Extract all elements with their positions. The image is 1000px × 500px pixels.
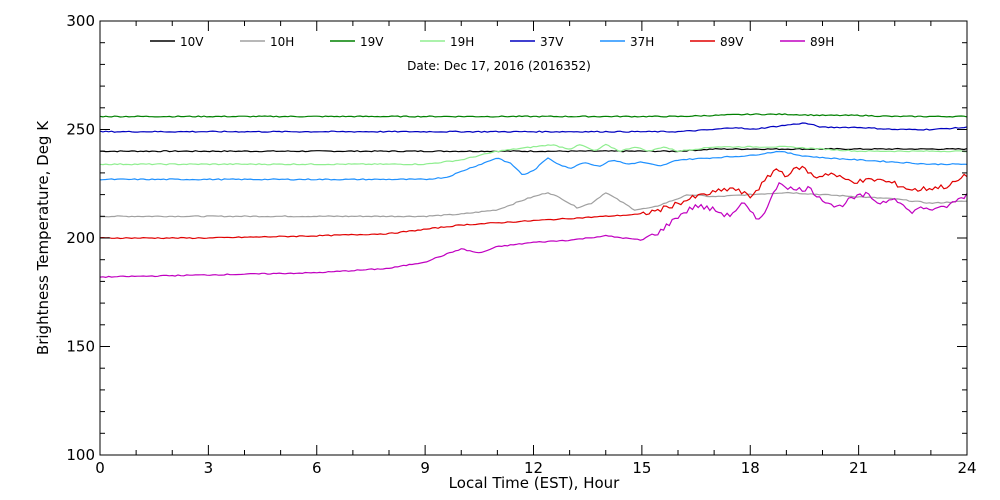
y-axis: 100 150 200 250 300: [66, 12, 967, 464]
series-line-19h: [99, 143, 968, 166]
y-tick-label: 200: [66, 229, 95, 247]
x-tick-label: 24: [957, 459, 976, 477]
x-tick-label: 15: [632, 459, 651, 477]
legend-label-19v: 19V: [360, 35, 384, 49]
series-line-37v: [99, 122, 968, 133]
y-axis-title: Brightness Temperature, Deg K: [34, 120, 52, 355]
y-tick-label: 150: [66, 338, 95, 356]
x-tick-label: 12: [524, 459, 543, 477]
series-line-89h: [99, 181, 968, 279]
y-tick-label: 300: [66, 12, 95, 30]
y-tick-label: 100: [66, 446, 95, 464]
series-line-89v: [99, 165, 968, 240]
legend-label-10v: 10V: [180, 35, 204, 49]
legend-label-37v: 37V: [540, 35, 564, 49]
y-tick-label: 250: [66, 121, 95, 139]
series-line-10h: [99, 191, 968, 218]
legend: 10V 10H 19V 19H 37V 37H 89V 89H: [150, 35, 834, 49]
legend-label-37h: 37H: [630, 35, 654, 49]
chart-subtitle: Date: Dec 17, 2016 (2016352): [407, 59, 591, 73]
x-tick-label: 21: [849, 459, 868, 477]
series-line-10v: [99, 147, 968, 153]
x-tick-label: 0: [95, 459, 105, 477]
series-lines: [99, 113, 968, 279]
legend-label-89v: 89V: [720, 35, 744, 49]
x-tick-label: 3: [204, 459, 214, 477]
series-line-37h: [99, 150, 968, 181]
legend-label-89h: 89H: [810, 35, 834, 49]
legend-label-10h: 10H: [270, 35, 294, 49]
x-tick-label: 18: [741, 459, 760, 477]
x-tick-label: 9: [420, 459, 430, 477]
x-axis-title: Local Time (EST), Hour: [449, 474, 620, 492]
x-axis: 0 3 6 9 12 15 18 21 24: [95, 21, 977, 477]
x-tick-label: 6: [312, 459, 322, 477]
series-line-19v: [99, 113, 968, 118]
legend-label-19h: 19H: [450, 35, 474, 49]
